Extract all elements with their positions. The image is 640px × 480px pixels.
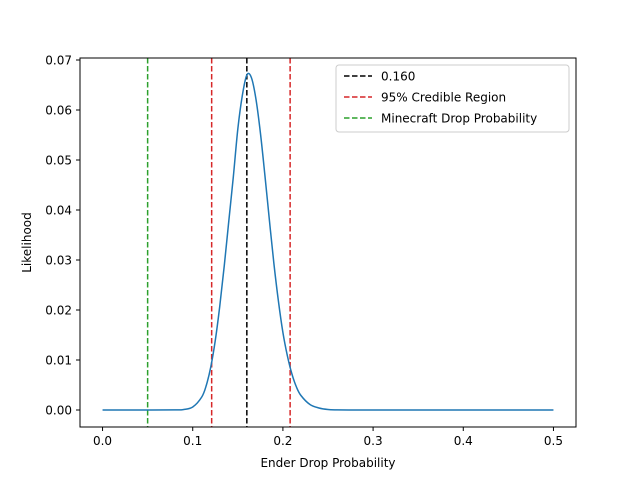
y-tick-label: 0.03 (45, 254, 72, 268)
y-tick-label: 0.02 (45, 304, 72, 318)
x-tick-label: 0.3 (364, 434, 383, 448)
y-tick-label: 0.00 (45, 404, 72, 418)
legend-label-credible-region: 95% Credible Region (381, 91, 506, 105)
marks (102, 58, 554, 427)
y-tick-label: 0.04 (45, 204, 72, 218)
legend: 0.160 95% Credible Region Minecraft Drop… (335, 64, 570, 133)
legend-label-minecraft-drop: Minecraft Drop Probability (381, 112, 537, 126)
legend-label-mean: 0.160 (381, 70, 415, 84)
x-axis: 0.0 0.1 0.2 0.3 0.4 0.5 (93, 427, 563, 448)
y-axis: 0.00 0.01 0.02 0.03 0.04 0.05 0.06 0.07 (45, 54, 80, 418)
x-tick-label: 0.5 (544, 434, 563, 448)
x-tick-label: 0.0 (93, 434, 112, 448)
y-tick-label: 0.07 (45, 54, 72, 68)
y-tick-label: 0.05 (45, 154, 72, 168)
y-tick-label: 0.01 (45, 354, 72, 368)
x-axis-label: Ender Drop Probability (260, 456, 395, 470)
y-axis-label: Likelihood (20, 212, 34, 273)
y-tick-label: 0.06 (45, 104, 72, 118)
x-tick-label: 0.2 (273, 434, 292, 448)
x-tick-label: 0.4 (454, 434, 473, 448)
likelihood-curve (102, 72, 554, 411)
x-tick-label: 0.1 (183, 434, 202, 448)
axes-frame (79, 57, 577, 428)
legend-box (335, 64, 570, 133)
